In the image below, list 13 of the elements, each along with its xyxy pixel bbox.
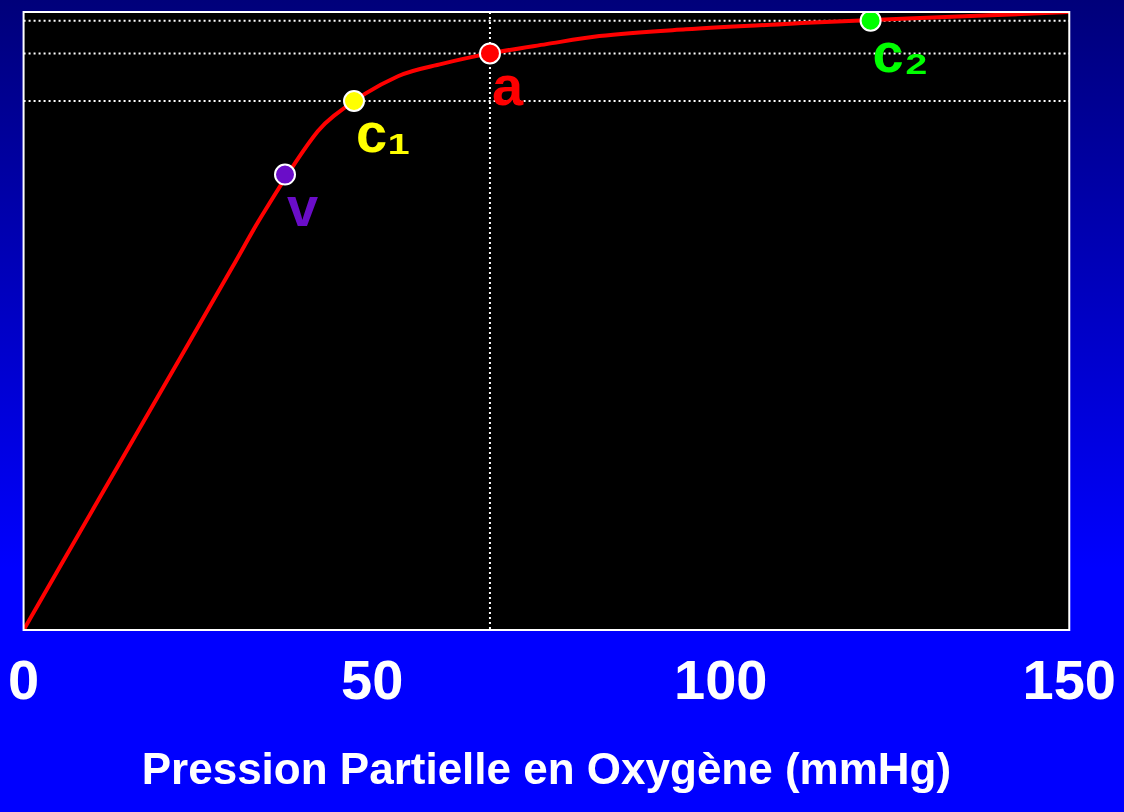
point xyxy=(274,163,296,186)
point xyxy=(859,12,882,32)
point xyxy=(478,42,501,65)
x-tick-label: 50 xyxy=(340,648,404,712)
x-tick-label: 100 xyxy=(673,648,768,712)
x-tick-label: 150 xyxy=(1022,648,1116,712)
series-label: c₂ xyxy=(872,21,929,85)
series-label: a xyxy=(491,53,524,117)
x-tick-label: 0 xyxy=(7,648,40,712)
series-label: v xyxy=(287,174,319,238)
x-axis-title: Pression Partielle en Oxygène (mmHg) xyxy=(141,743,952,793)
point xyxy=(343,89,366,112)
series-label: c₁ xyxy=(356,101,411,165)
